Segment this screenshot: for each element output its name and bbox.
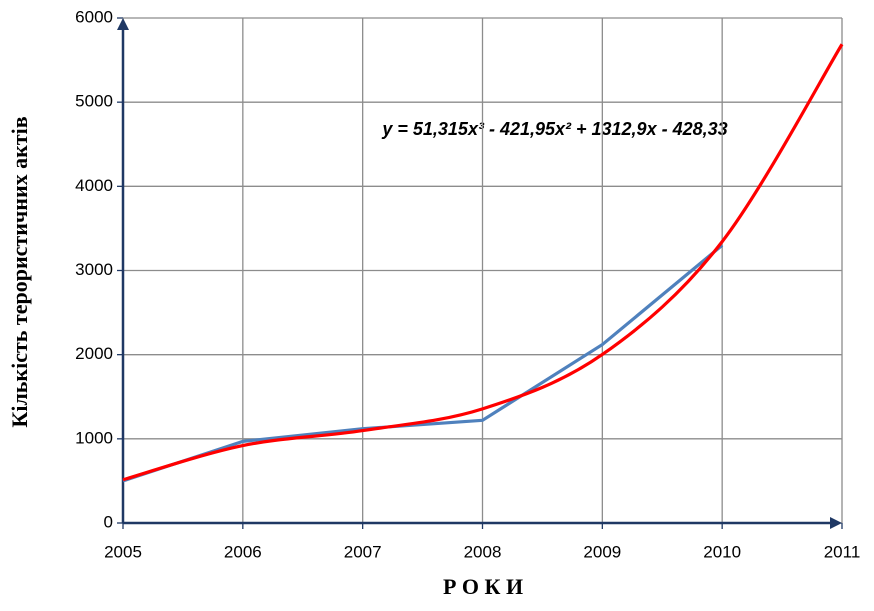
x-tick-label: 2005 [104, 542, 142, 561]
y-tick-label: 4000 [75, 176, 113, 195]
x-axis-arrow [830, 517, 842, 529]
data-line [122, 43, 844, 482]
y-axis-arrow [117, 18, 129, 30]
y-tick-label: 0 [104, 512, 113, 531]
y-tick-label: 6000 [75, 7, 113, 26]
y-tick-label: 2000 [75, 344, 113, 363]
equation: y = 51,315x³ - 421,95x² + 1312,9x - 428,… [381, 119, 727, 139]
y-axis-title: Кількість терористичних актів [7, 116, 32, 427]
x-tick-label: 2011 [824, 542, 861, 561]
y-tick-label: 3000 [75, 260, 113, 279]
x-tick-label: 2009 [583, 542, 621, 561]
x-axis-title: Р О К И [443, 574, 523, 599]
x-tick-label: 2010 [703, 542, 741, 561]
y-tick-label: 5000 [75, 92, 113, 111]
x-tick-label: 2008 [464, 542, 502, 561]
x-tick-label: 2007 [344, 542, 382, 561]
y-tick-label: 1000 [75, 428, 113, 447]
data-line [122, 244, 724, 483]
x-tick-label: 2006 [224, 542, 262, 561]
